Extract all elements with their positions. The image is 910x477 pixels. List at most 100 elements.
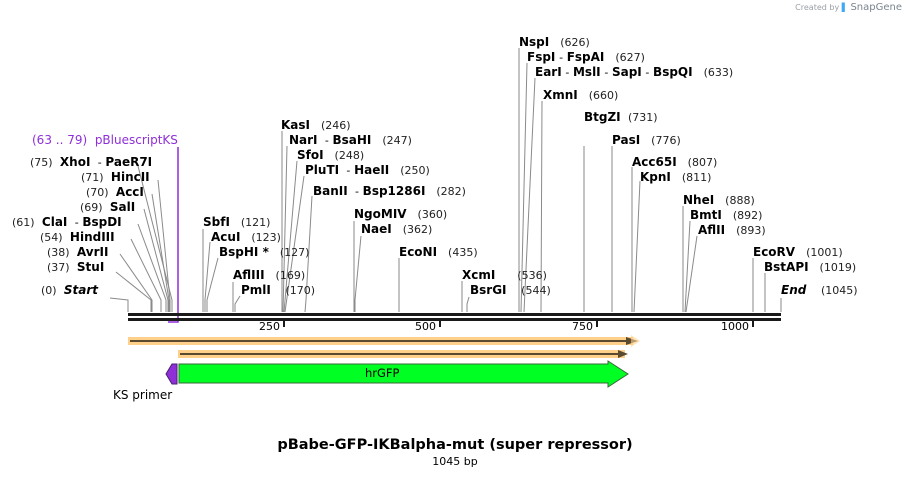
site-acci[interactable]: (70) AccI — [86, 185, 144, 200]
end-marker: End (1045) — [781, 283, 858, 298]
enzyme-name: Acc65I — [632, 155, 677, 169]
enzyme-name: NgoMIV — [354, 207, 407, 221]
enzyme-name: NaeI — [361, 222, 392, 236]
site-acc65i[interactable]: Acc65I (807) — [632, 155, 717, 170]
map-title: pBabe-GFP-IKBalpha-mut (super repressor) — [277, 437, 633, 453]
site-position: (360) — [417, 208, 448, 221]
enzyme-name: BstAPI — [764, 260, 809, 274]
backbone-top-strand — [128, 313, 781, 316]
site-position: (282) — [436, 185, 466, 198]
orf-2[interactable] — [178, 350, 628, 358]
enzyme-name: StuI — [76, 260, 105, 274]
enzyme-name: NheI — [683, 193, 715, 207]
enzyme-name: Bsp1286I — [362, 184, 426, 198]
enzyme-name: PaeR7I — [105, 155, 153, 169]
site-position: (888) — [725, 194, 755, 207]
site-stui[interactable]: (37) StuI — [47, 260, 104, 275]
site-position: (893) — [736, 224, 766, 237]
connector-acci — [151, 193, 170, 312]
site-xmni[interactable]: XmnI (660) — [543, 88, 618, 103]
site-afliii[interactable]: AflIII (169) — [233, 268, 305, 283]
site-position: (121) — [240, 216, 271, 229]
site-position: (54) — [40, 231, 63, 244]
site-pluti[interactable]: PluTI - HaeII (250) — [305, 163, 430, 177]
site-hincii[interactable]: (71) HincII — [81, 170, 150, 185]
orf-1[interactable] — [128, 335, 640, 347]
pbluescriptks-marker[interactable] — [168, 147, 179, 323]
site-banii[interactable]: BanII - Bsp1286I (282) — [313, 184, 466, 198]
site-sbfi[interactable]: SbfI (121) — [203, 215, 270, 230]
enzyme-name: SapI — [611, 65, 642, 79]
site-nari[interactable]: NarI - BsaHI (247) — [289, 133, 412, 147]
enzyme-name: PluTI — [305, 163, 340, 177]
site-position: (38) — [47, 246, 70, 259]
ruler-tick-500: 500 — [415, 320, 436, 333]
site-pasi[interactable]: PasI (776) — [612, 133, 681, 148]
site-ecorv[interactable]: EcoRV (1001) — [753, 245, 843, 260]
watermark-prefix: Created by — [795, 3, 840, 12]
site-position: (536) — [517, 269, 547, 282]
site-bmti[interactable]: BmtI (892) — [690, 208, 762, 223]
feature-label-pbluescriptks[interactable]: (63 .. 79) pBluescriptKS — [32, 133, 178, 147]
feature-range: (63 .. 79) — [32, 133, 88, 147]
snapgene-logo-icon: ▌ — [841, 3, 848, 12]
ks-primer-arrow[interactable] — [165, 363, 178, 385]
enzyme-name: AcuI — [211, 230, 241, 244]
enzyme-name: HincII — [110, 170, 150, 184]
site-xhoi[interactable]: (75) XhoI - PaeR7I — [30, 155, 153, 169]
site-xcmi[interactable]: XcmI (536) — [462, 268, 547, 283]
site-eari[interactable]: EarI - MslI - SapI - BspQI (633) — [535, 65, 734, 79]
ruler-tick-250: 250 — [259, 320, 280, 333]
site-aflii[interactable]: AflII (893) — [698, 223, 766, 238]
site-position: (123) — [251, 231, 281, 244]
hrgfp-feature[interactable] — [178, 360, 629, 388]
site-nspi[interactable]: NspI (626) — [519, 35, 590, 50]
enzyme-name: NarI — [289, 133, 318, 147]
site-hindiii[interactable]: (54) HindIII — [40, 230, 115, 245]
site-position: (633) — [703, 66, 734, 79]
site-sali[interactable]: (69) SalI — [80, 200, 135, 215]
site-nhei[interactable]: NheI (888) — [683, 193, 755, 208]
enzyme-name: BspDI — [82, 215, 122, 229]
site-acui[interactable]: AcuI (123) — [211, 230, 281, 245]
site-pmli[interactable]: PmlI (170) — [241, 283, 315, 298]
site-bsphi[interactable]: BspHI * (127) — [219, 245, 309, 260]
connector-clai — [137, 223, 167, 312]
enzyme-name: MslI — [572, 65, 601, 79]
enzyme-name: AflIII — [233, 268, 265, 282]
enzyme-name: EcoNI — [399, 245, 438, 259]
feature-name: pBluescriptKS — [94, 133, 178, 147]
site-naei[interactable]: NaeI (362) — [361, 222, 432, 237]
connector-stui — [115, 271, 152, 312]
enzyme-name: KasI — [281, 118, 311, 132]
enzyme-name: AflII — [698, 223, 726, 237]
site-fspi[interactable]: FspI - FspAI (627) — [527, 50, 645, 64]
site-position: (69) — [80, 201, 103, 214]
enzyme-name: AccI — [115, 185, 144, 199]
site-kpni[interactable]: KpnI (811) — [640, 170, 711, 185]
site-bstapi[interactable]: BstAPI (1019) — [764, 260, 856, 275]
watermark-brand: SnapGene — [850, 2, 902, 13]
site-position: (544) — [521, 284, 551, 297]
site-position: (362) — [402, 223, 433, 236]
connector-start — [109, 297, 129, 312]
ks-primer-label: KS primer — [113, 388, 173, 402]
site-ngomiv[interactable]: NgoMIV (360) — [354, 207, 447, 222]
enzyme-name: BtgZI — [584, 110, 621, 124]
enzyme-name: PasI — [612, 133, 641, 147]
enzyme-name: BspHI * — [219, 245, 269, 259]
site-btgzi[interactable]: BtgZI (731) — [584, 110, 658, 125]
site-bsrgi[interactable]: BsrGI (544) — [470, 283, 551, 298]
site-econi[interactable]: EcoNI (435) — [399, 245, 478, 260]
site-clai[interactable]: (61) ClaI - BspDI — [12, 215, 122, 229]
site-position: (170) — [285, 284, 316, 297]
site-position: (61) — [12, 216, 35, 229]
site-sfoi[interactable]: SfoI (248) — [297, 148, 364, 163]
enzyme-name: EarI — [535, 65, 562, 79]
enzyme-name: NspI — [519, 35, 550, 49]
enzyme-name: BmtI — [690, 208, 722, 222]
site-position: (1001) — [806, 246, 843, 259]
site-avrii[interactable]: (38) AvrII — [47, 245, 108, 260]
site-kasi[interactable]: KasI (246) — [281, 118, 351, 133]
